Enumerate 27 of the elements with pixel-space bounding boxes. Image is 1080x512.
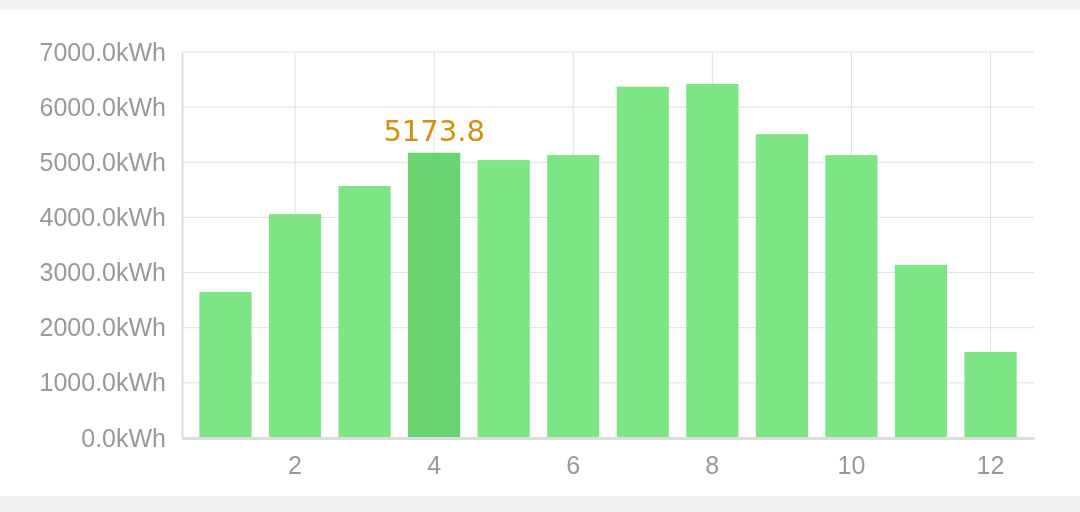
- y-tick-label: 3000.0kWh: [39, 258, 166, 287]
- bar: [894, 264, 948, 438]
- bar: [755, 134, 808, 438]
- x-tick-label: 2: [288, 450, 302, 479]
- y-tick-label: 7000.0kWh: [39, 37, 166, 66]
- x-tick-label: 8: [705, 450, 720, 479]
- bar: [477, 160, 530, 438]
- x-tick-label: 12: [976, 450, 1005, 479]
- x-tick-label: 4: [427, 450, 442, 479]
- y-tick-label: 0.0kWh: [81, 423, 166, 452]
- bar: [686, 83, 739, 438]
- y-tick-label: 6000.0kWh: [39, 92, 166, 121]
- data-label: 5173.8: [383, 113, 485, 148]
- bar: [616, 86, 669, 438]
- y-tick-label: 2000.0kWh: [39, 313, 166, 342]
- bar: [268, 214, 322, 438]
- y-tick-label: 1000.0kWh: [39, 368, 166, 397]
- bar: [964, 351, 1017, 438]
- bar: [199, 291, 252, 438]
- bar: [338, 186, 391, 438]
- x-tick-label: 6: [566, 450, 581, 479]
- bar: [547, 155, 600, 438]
- bar: [825, 155, 878, 438]
- y-tick-label: 4000.0kWh: [39, 202, 166, 231]
- bar: [408, 152, 461, 438]
- x-tick-label: 10: [837, 450, 866, 479]
- y-tick-label: 5000.0kWh: [39, 147, 166, 176]
